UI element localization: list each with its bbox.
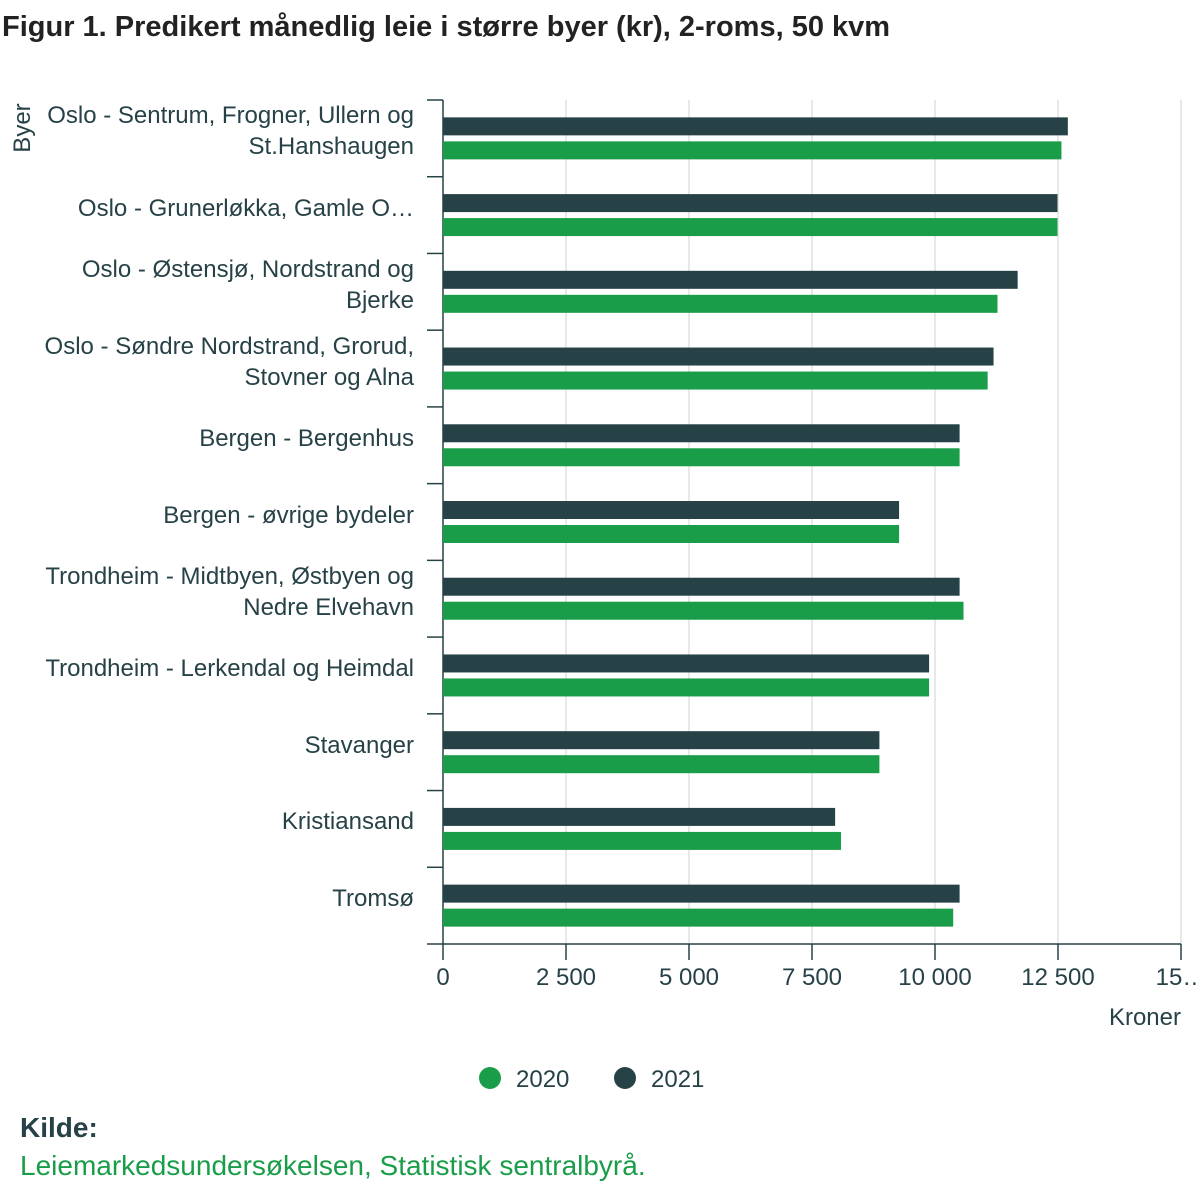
- bar: [443, 371, 988, 390]
- bar: [443, 347, 994, 366]
- bar: [443, 218, 1058, 237]
- legend-marker: [614, 1067, 636, 1089]
- bar: [443, 270, 1018, 289]
- chart-title: Figur 1. Predikert månedlig leie i størr…: [2, 11, 891, 43]
- y-tick-label: Oslo - Sentrum, Frogner, Ullern og St.Ha…: [47, 102, 414, 161]
- bar: [443, 501, 900, 519]
- bar: [443, 141, 1062, 160]
- y-tick-label: Trondheim - Midtbyen, Østbyen og Nedre E…: [45, 562, 414, 621]
- bar: [443, 424, 960, 443]
- x-tick-label: 12 500: [1021, 964, 1094, 991]
- bar: [443, 448, 960, 467]
- source-heading: Kilde:: [20, 1112, 98, 1143]
- y-tick-label: Bergen - Bergenhus: [199, 424, 414, 452]
- y-tick-label: Trondheim - Lerkendal og Heimdal: [45, 654, 414, 682]
- legend-marker: [479, 1067, 501, 1089]
- y-tick-label: Tromsø: [332, 885, 414, 913]
- x-tick-label: 15…: [1156, 964, 1200, 991]
- bar: [443, 807, 836, 826]
- bar: [443, 678, 930, 697]
- x-tick-label: 2 500: [536, 964, 596, 991]
- y-tick-label: Stavanger: [304, 731, 414, 759]
- y-tick-label: Oslo - Østensjø, Nordstrand og Bjerke: [81, 255, 414, 314]
- bar: [443, 601, 964, 620]
- y-tick-label: Oslo - Grunerløkka, Gamle O…: [77, 194, 414, 222]
- bar: [443, 117, 1068, 136]
- y-axis-label: Byer: [9, 103, 36, 152]
- bar: [443, 831, 842, 850]
- x-tick-label: 0: [436, 964, 449, 991]
- x-tick-label: 5 000: [659, 964, 719, 991]
- bar: [443, 577, 960, 596]
- legend-label: 2021: [651, 1066, 704, 1093]
- y-tick-label: Kristiansand: [281, 808, 414, 836]
- legend-label: 2020: [516, 1066, 569, 1093]
- y-tick-label: Bergen - øvrige bydeler: [163, 501, 414, 529]
- y-tick-label: Oslo - Søndre Nordstrand, Grorud, Stovne…: [44, 332, 414, 391]
- bar: [443, 654, 930, 673]
- bar: [443, 884, 960, 903]
- x-tick-label: 10 000: [898, 964, 971, 991]
- x-tick-label: 7 500: [782, 964, 842, 991]
- x-axis-label: Kroner: [1109, 1004, 1181, 1031]
- bar: [443, 908, 954, 927]
- source: Leiemarkedsundersøkelsen, Statistisk sen…: [20, 1150, 646, 1181]
- bar: [443, 731, 880, 750]
- bar: [443, 194, 1058, 213]
- bar: [443, 525, 900, 543]
- bar: [443, 755, 880, 774]
- bar: [443, 294, 998, 313]
